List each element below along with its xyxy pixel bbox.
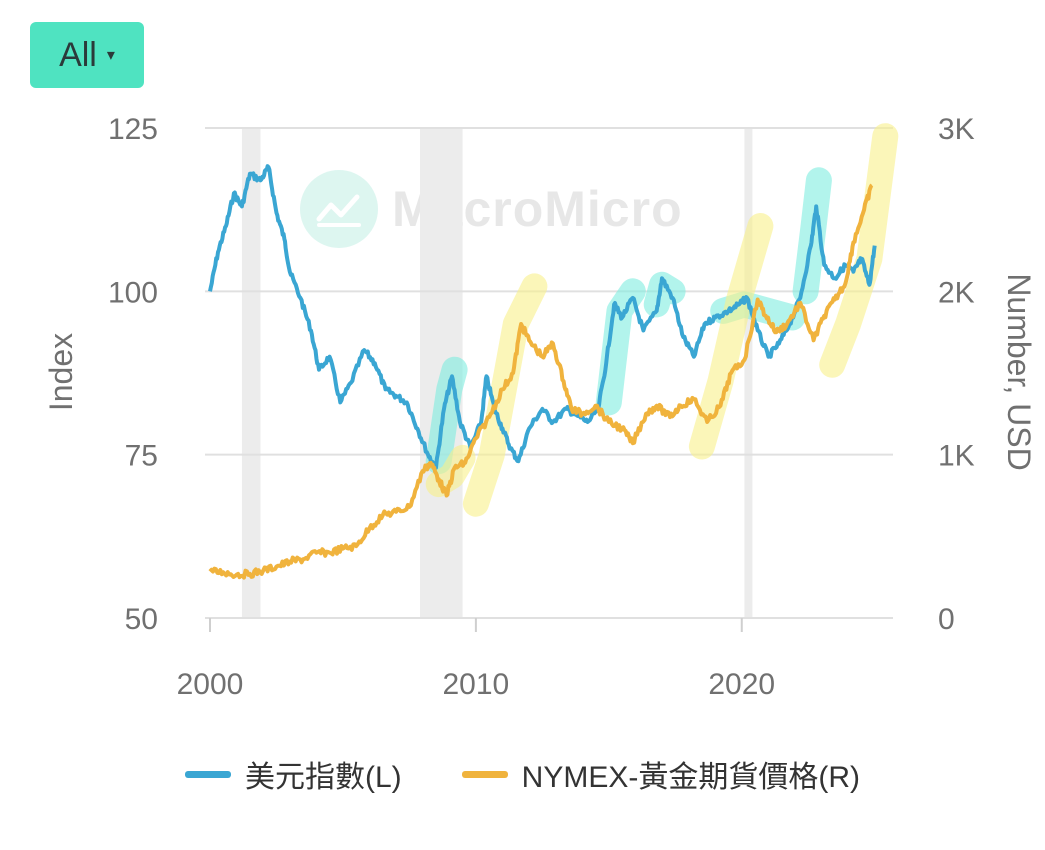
recession-band-0 — [241, 128, 261, 618]
grid-lines — [205, 127, 893, 619]
caret-down-icon: ▾ — [106, 47, 115, 64]
recession-band-2 — [744, 128, 753, 618]
legend-item-gold-futures[interactable]: NYMEX-黃金期貨價格(R) — [461, 752, 860, 796]
y-axis-right-title: Number, USD — [1001, 273, 1037, 470]
y-right-tick-label: 2K — [938, 276, 975, 309]
range-selector-label: All — [59, 35, 97, 74]
series-lines — [208, 164, 877, 580]
series-line-dollar-index — [208, 164, 877, 470]
legend-swatch-gold — [461, 770, 508, 778]
chart-logo-icon — [300, 170, 378, 248]
range-selector-button[interactable]: All ▾ — [30, 22, 144, 88]
series-line-gold-futures — [208, 183, 874, 580]
y-left-tick-label: 125 — [108, 113, 158, 146]
y-right-tick-label: 1K — [938, 440, 975, 473]
legend-label-gold: NYMEX-黃金期貨價格(R) — [521, 761, 860, 794]
legend-label-dollar: 美元指數(L) — [245, 761, 402, 794]
y-left-tick-label: 50 — [125, 603, 158, 636]
y-right-tick-label: 0 — [938, 603, 955, 636]
highlight-stroke-yellow-7 — [819, 123, 899, 378]
y-right-tick-label: 3K — [938, 113, 975, 146]
y-left-tick-label: 100 — [108, 276, 158, 309]
x-tick-label: 2010 — [443, 668, 510, 701]
y-left-tick-label: 75 — [125, 440, 158, 473]
x-tick-label: 2020 — [708, 668, 775, 701]
axes: 125 100 75 50 3K 2K 1K 0 2000 2010 2020 — [108, 113, 975, 701]
legend: 美元指數(L) NYMEX-黃金期貨價格(R) — [0, 752, 1045, 796]
legend-item-dollar-index[interactable]: 美元指數(L) — [185, 752, 402, 796]
y-axis-left-title: Index — [43, 333, 79, 411]
highlight-annotations — [425, 123, 899, 517]
x-tick-label: 2000 — [177, 668, 244, 701]
legend-swatch-dollar — [185, 770, 231, 778]
